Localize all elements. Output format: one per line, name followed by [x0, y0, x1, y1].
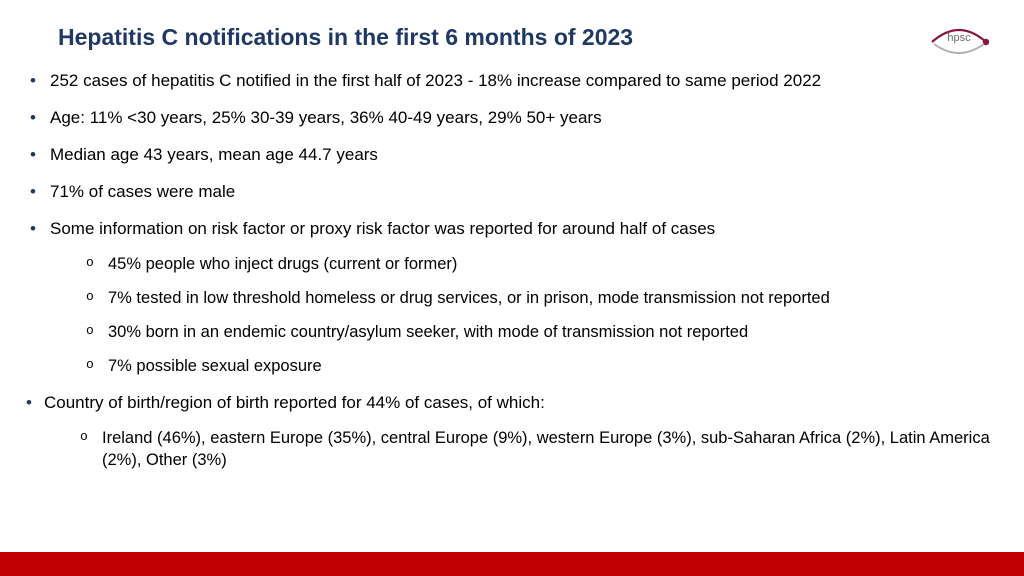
bullet-item: 71% of cases were male — [24, 181, 1004, 204]
footer-bar — [0, 552, 1024, 576]
sub-bullet-item: Ireland (46%), eastern Europe (35%), cen… — [44, 427, 1004, 472]
sub-bullet-item: 7% tested in low threshold homeless or d… — [50, 287, 1004, 309]
main-bullet-list: 252 cases of hepatitis C notified in the… — [24, 70, 1004, 378]
sub-bullet-list-2: Ireland (46%), eastern Europe (35%), cen… — [44, 427, 1004, 472]
sub-bullet-list: 45% people who inject drugs (current or … — [50, 253, 1004, 378]
bullet-item: Some information on risk factor or proxy… — [24, 218, 1004, 378]
sub-bullet-item: 30% born in an endemic country/asylum se… — [50, 321, 1004, 343]
bullet-item: Age: 11% <30 years, 25% 30-39 years, 36%… — [24, 107, 1004, 130]
bullet-text: Some information on risk factor or proxy… — [50, 219, 715, 238]
hpsc-logo: hpsc — [924, 14, 994, 54]
bullet-item: Country of birth/region of birth reporte… — [24, 392, 1004, 471]
slide: Hepatitis C notifications in the first 6… — [0, 0, 1024, 576]
bullet-text: Country of birth/region of birth reporte… — [44, 393, 545, 412]
sub-bullet-item: 7% possible sexual exposure — [50, 355, 1004, 377]
main-bullet-list-2: Country of birth/region of birth reporte… — [24, 392, 1004, 471]
slide-title: Hepatitis C notifications in the first 6… — [58, 24, 633, 51]
bullet-item: Median age 43 years, mean age 44.7 years — [24, 144, 1004, 167]
bullet-item: 252 cases of hepatitis C notified in the… — [24, 70, 1004, 93]
sub-bullet-item: 45% people who inject drugs (current or … — [50, 253, 1004, 275]
logo-text: hpsc — [947, 32, 971, 44]
slide-content: 252 cases of hepatitis C notified in the… — [24, 70, 1004, 483]
